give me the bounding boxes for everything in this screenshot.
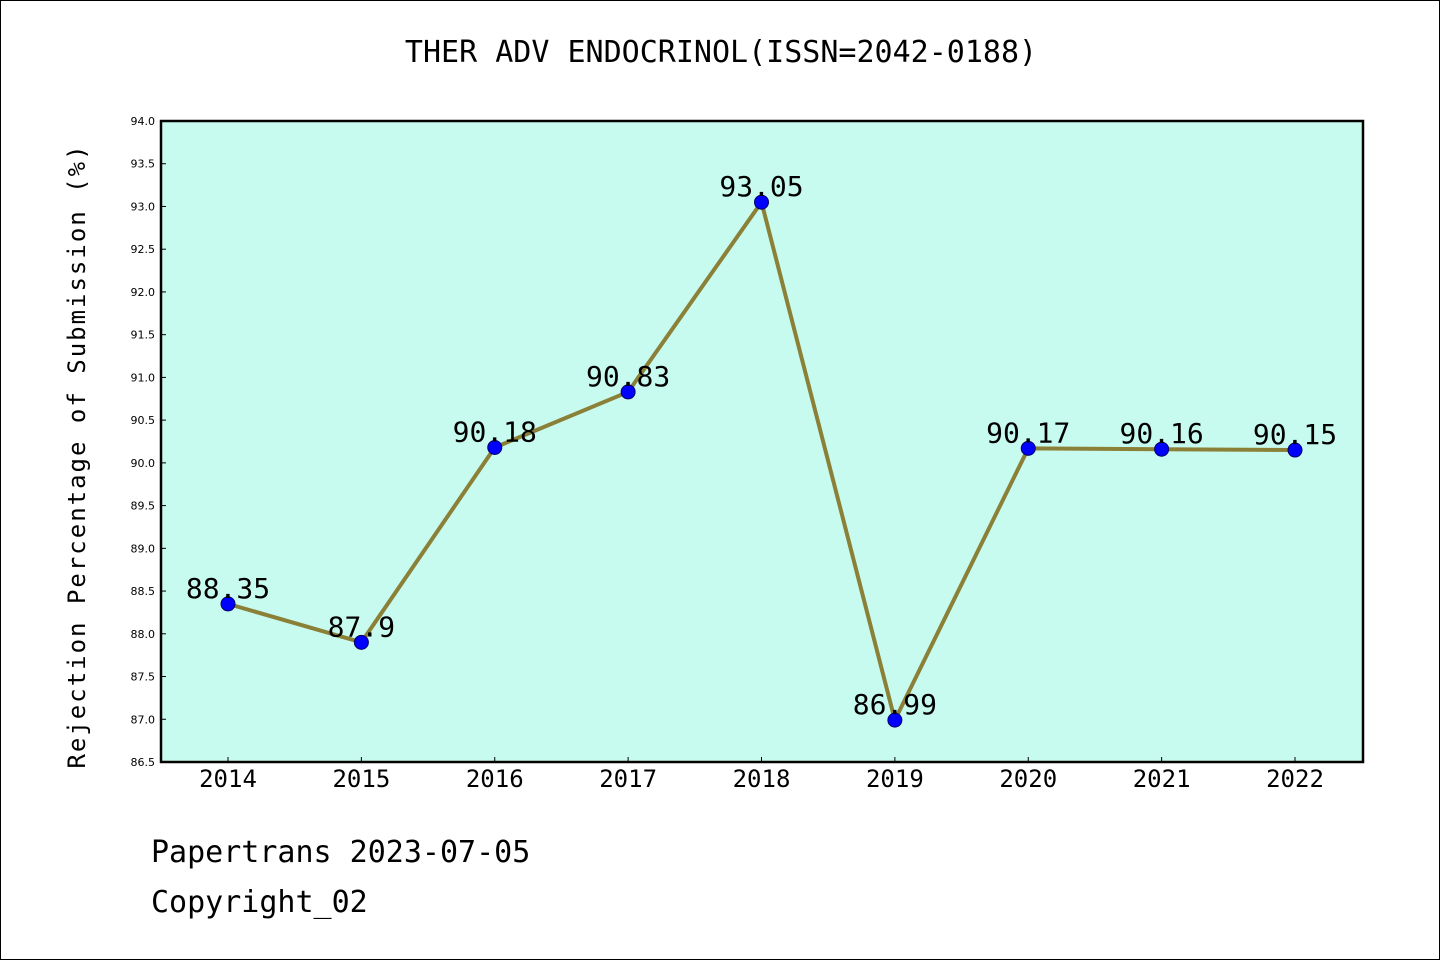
chart-title: THER ADV ENDOCRINOL(ISSN=2042-0188): [404, 35, 1038, 70]
y-tick-label: 89.5: [131, 500, 156, 513]
y-tick-label: 93.0: [131, 200, 156, 213]
data-label: 93.05: [719, 170, 803, 203]
plot-frame: [159, 119, 1365, 764]
y-tick-label: 92.5: [131, 243, 156, 256]
data-label: 87.9: [328, 610, 395, 643]
footer-date: Papertrans 2023-07-05: [151, 835, 531, 870]
data-label: 90.83: [586, 360, 670, 393]
x-tick-label: 2018: [733, 765, 791, 793]
x-tick-label: 2022: [1266, 765, 1324, 793]
x-tick-label: 2014: [199, 765, 257, 793]
y-tick-label: 86.5: [131, 756, 156, 769]
data-point: [1287, 442, 1303, 458]
data-label: 88.35: [186, 572, 270, 605]
data-point: [353, 634, 369, 650]
y-tick-label: 92.0: [131, 286, 156, 299]
y-tick-label: 90.5: [131, 414, 156, 427]
plot-area: [161, 121, 1363, 762]
x-tick-label: 2021: [1133, 765, 1191, 793]
data-point: [1020, 440, 1036, 456]
data-point: [620, 384, 636, 400]
data-point: [487, 439, 503, 455]
data-point: [887, 712, 903, 728]
x-tick-label: 2015: [332, 765, 390, 793]
y-tick-label: 88.5: [131, 585, 156, 598]
x-tick-label: 2016: [466, 765, 524, 793]
data-label: 90.15: [1253, 418, 1337, 451]
y-tick-label: 90.0: [131, 457, 156, 470]
data-label: 90.17: [986, 416, 1070, 449]
data-label: 90.18: [453, 415, 537, 448]
data-point: [754, 194, 769, 210]
data-point: [1154, 441, 1170, 457]
y-tick-label: 87.5: [131, 671, 156, 684]
data-point: [220, 596, 236, 612]
x-tick-label: 2020: [999, 765, 1057, 793]
x-tick-label: 2017: [599, 765, 657, 793]
y-tick-label: 91.0: [131, 371, 156, 384]
x-tick-label: 2019: [866, 765, 924, 793]
y-tick-label: 93.5: [131, 158, 156, 171]
y-tick-label: 88.0: [131, 628, 156, 641]
data-label: 86.99: [853, 688, 937, 721]
y-tick-label: 91.5: [131, 329, 156, 342]
data-label: 90.16: [1119, 417, 1203, 450]
footer-copyright: Copyright_02: [151, 885, 368, 920]
y-tick-label: 89.0: [131, 542, 156, 555]
y-tick-label: 94.0: [131, 115, 156, 128]
y-tick-label: 87.0: [131, 713, 156, 726]
